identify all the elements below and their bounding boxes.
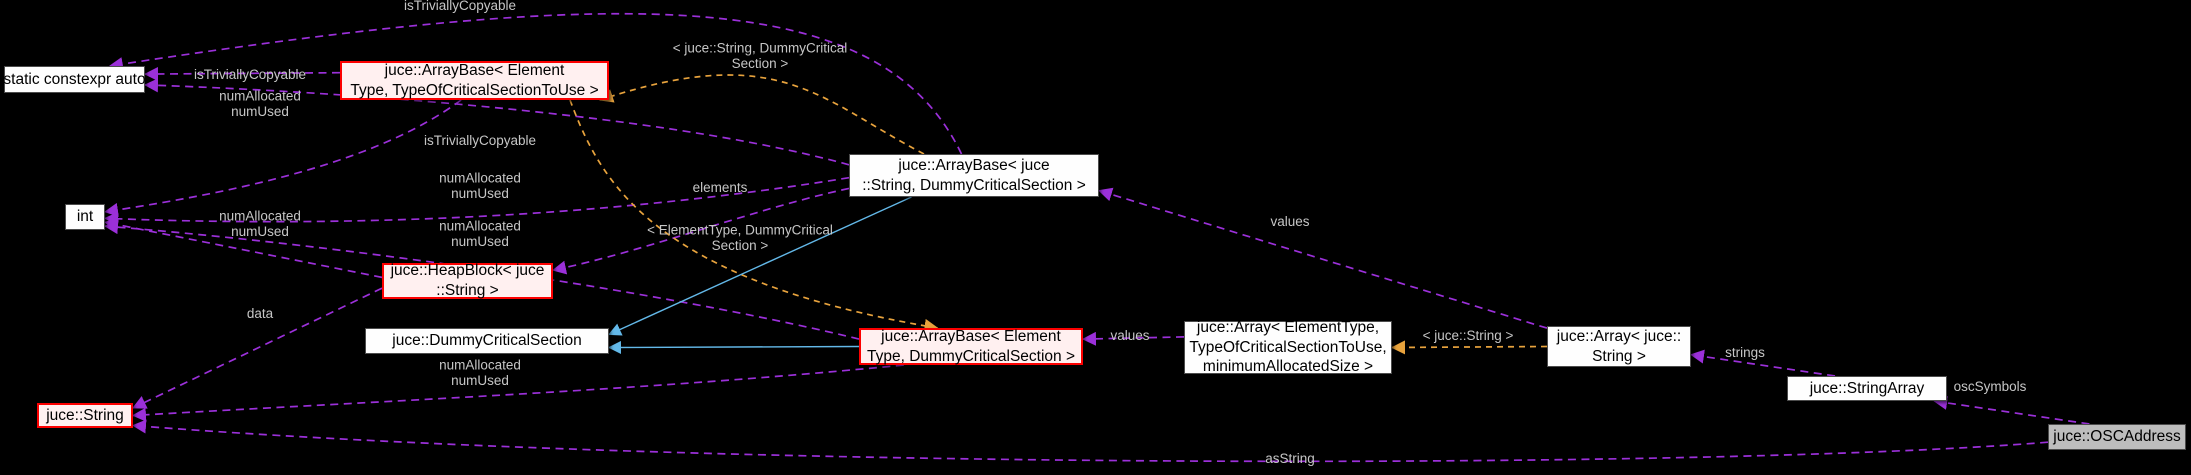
- svg-text:values: values: [1270, 214, 1309, 229]
- svg-text:< juce::String, DummyCriticalS: < juce::String, DummyCritical Section >: [673, 41, 847, 72]
- svg-text:oscSymbols: oscSymbols: [1954, 379, 2027, 394]
- svg-text:isTriviallyCopyable: isTriviallyCopyable: [194, 67, 306, 82]
- svg-text:isTriviallyCopyable: isTriviallyCopyable: [404, 0, 516, 13]
- svg-text:strings: strings: [1725, 345, 1765, 360]
- svg-text:elements: elements: [693, 180, 748, 195]
- svg-text:data: data: [247, 306, 274, 321]
- svg-text:values: values: [1110, 328, 1149, 343]
- svg-text:< juce::String >: < juce::String >: [1423, 328, 1514, 343]
- svg-text:asString: asString: [1265, 451, 1315, 466]
- svg-text:isTriviallyCopyable: isTriviallyCopyable: [424, 133, 536, 148]
